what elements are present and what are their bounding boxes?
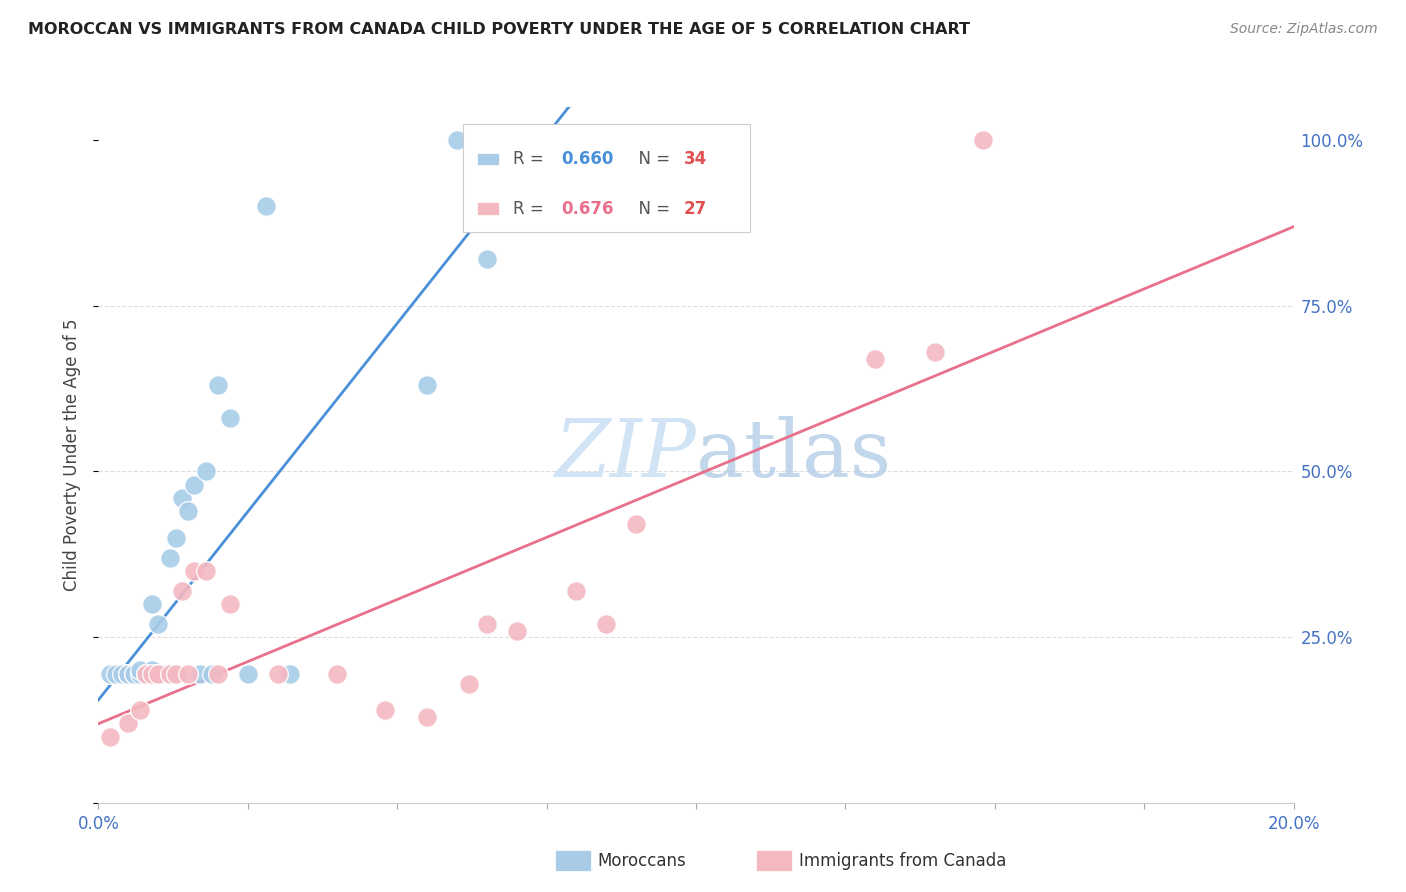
Point <box>153 666 176 681</box>
Point <box>326 666 349 681</box>
Point <box>416 378 439 392</box>
Point <box>267 666 290 681</box>
Text: 0.660: 0.660 <box>561 150 613 168</box>
Point <box>141 663 163 677</box>
Point <box>129 666 152 681</box>
Point <box>177 504 200 518</box>
Point <box>188 666 211 681</box>
Point <box>141 597 163 611</box>
Text: ZIP: ZIP <box>554 417 696 493</box>
Y-axis label: Child Poverty Under the Age of 5: Child Poverty Under the Age of 5 <box>63 318 82 591</box>
FancyBboxPatch shape <box>463 124 749 232</box>
Point <box>458 676 481 690</box>
Point <box>135 666 157 681</box>
Point <box>129 663 152 677</box>
Point <box>129 703 152 717</box>
Text: 0.676: 0.676 <box>561 200 613 218</box>
Point <box>865 351 887 366</box>
Point <box>105 666 128 681</box>
Point <box>159 666 181 681</box>
Point <box>165 531 187 545</box>
Point <box>148 616 170 631</box>
Point <box>236 666 259 681</box>
Point <box>972 133 994 147</box>
Text: R =: R = <box>513 150 550 168</box>
Point <box>172 583 194 598</box>
Point <box>219 411 242 425</box>
Point <box>177 666 200 681</box>
FancyBboxPatch shape <box>477 153 499 165</box>
Point <box>148 666 170 681</box>
Point <box>195 564 218 578</box>
Point <box>135 666 157 681</box>
Point <box>159 550 181 565</box>
Text: Moroccans: Moroccans <box>598 852 686 870</box>
Point <box>135 666 157 681</box>
Text: atlas: atlas <box>696 416 891 494</box>
Point <box>195 465 218 479</box>
Point <box>111 666 134 681</box>
Point <box>219 597 242 611</box>
Point <box>159 666 181 681</box>
Point <box>207 378 229 392</box>
Point <box>117 716 139 731</box>
Text: N =: N = <box>628 200 675 218</box>
Point <box>100 730 122 744</box>
Point <box>475 616 498 631</box>
Point <box>595 616 617 631</box>
Point <box>924 345 946 359</box>
Point <box>475 252 498 267</box>
Point <box>124 666 146 681</box>
Text: 27: 27 <box>685 200 707 218</box>
Point <box>254 199 277 213</box>
Point <box>565 583 588 598</box>
Point <box>100 666 122 681</box>
Point <box>446 133 468 147</box>
Point <box>201 666 224 681</box>
Point <box>148 666 170 681</box>
Text: Source: ZipAtlas.com: Source: ZipAtlas.com <box>1230 22 1378 37</box>
Point <box>153 666 176 681</box>
Text: Immigrants from Canada: Immigrants from Canada <box>799 852 1005 870</box>
Point <box>117 666 139 681</box>
Text: MOROCCAN VS IMMIGRANTS FROM CANADA CHILD POVERTY UNDER THE AGE OF 5 CORRELATION : MOROCCAN VS IMMIGRANTS FROM CANADA CHILD… <box>28 22 970 37</box>
Point <box>374 703 396 717</box>
Point <box>124 666 146 681</box>
Text: 34: 34 <box>685 150 707 168</box>
FancyBboxPatch shape <box>477 202 499 215</box>
Point <box>278 666 301 681</box>
Text: N =: N = <box>628 150 675 168</box>
Point <box>416 709 439 723</box>
Point <box>183 564 205 578</box>
Point <box>117 666 139 681</box>
Point <box>183 477 205 491</box>
Point <box>165 666 187 681</box>
Point <box>626 517 648 532</box>
Point <box>506 624 529 638</box>
Point <box>207 666 229 681</box>
Point <box>141 666 163 681</box>
Point <box>172 491 194 505</box>
Text: R =: R = <box>513 200 550 218</box>
